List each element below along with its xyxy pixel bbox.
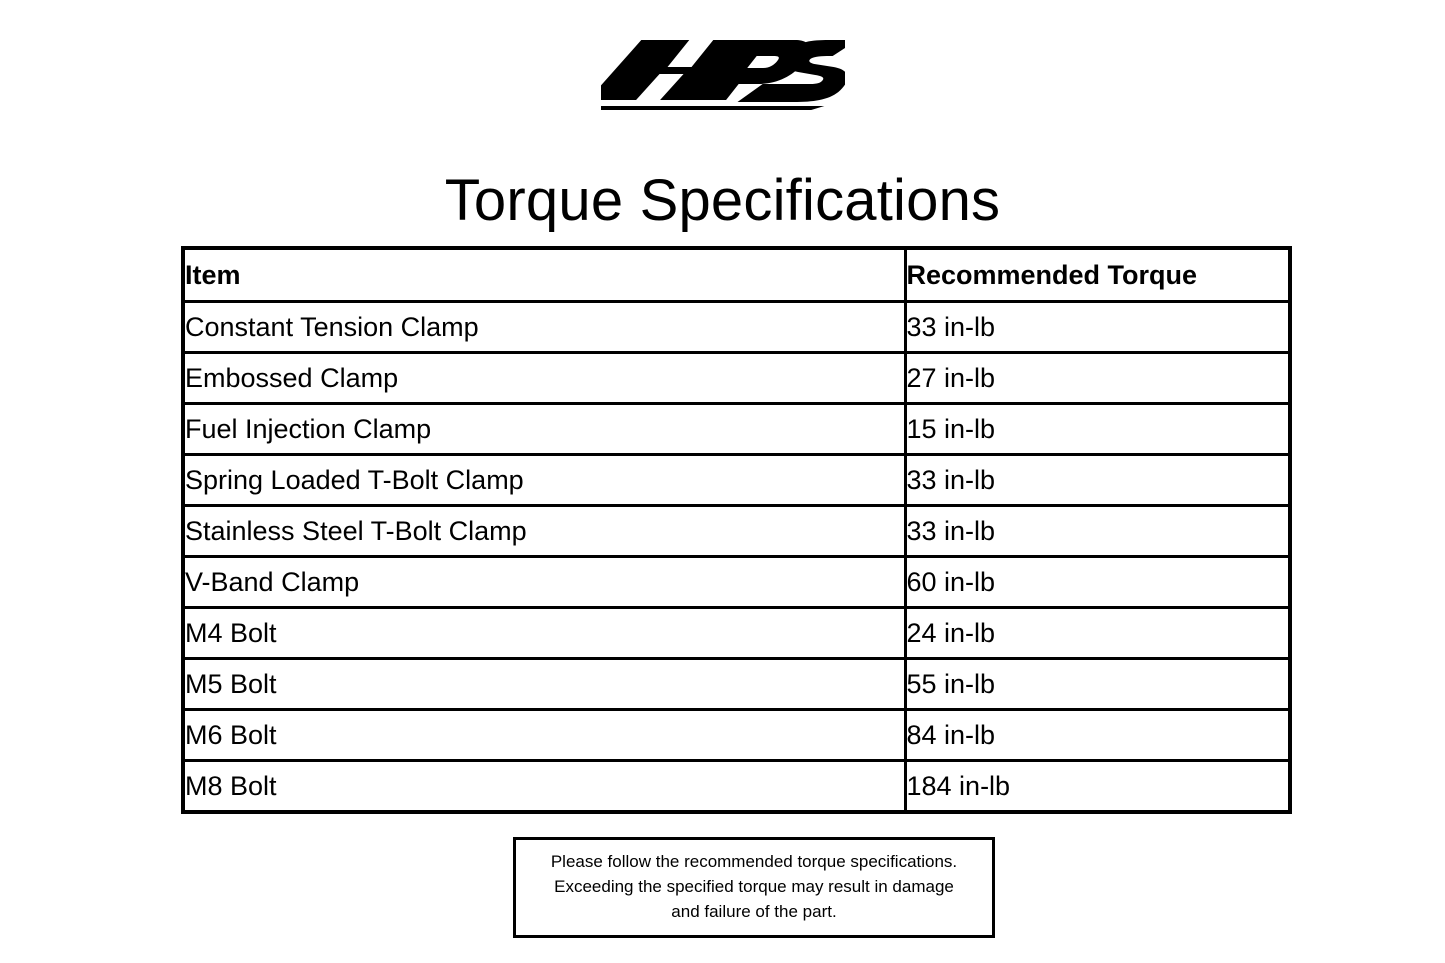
cell-torque: 184 in-lb xyxy=(903,759,1292,814)
table-header-row: Item Recommended Torque xyxy=(181,246,1292,303)
table-row: M8 Bolt 184 in-lb xyxy=(181,759,1292,814)
torque-specifications-table: Item Recommended Torque Constant Tension… xyxy=(181,246,1292,814)
cell-item: M4 Bolt xyxy=(181,606,907,660)
cell-item: V-Band Clamp xyxy=(181,555,907,609)
cell-torque: 27 in-lb xyxy=(903,351,1292,405)
table-row: M5 Bolt 55 in-lb xyxy=(181,657,1292,711)
table-row: Constant Tension Clamp 33 in-lb xyxy=(181,300,1292,354)
note-line: Exceeding the specified torque may resul… xyxy=(554,877,954,896)
table-body: Constant Tension Clamp 33 in-lb Embossed… xyxy=(181,300,1292,814)
brand-logo xyxy=(0,34,1445,114)
cell-torque: 33 in-lb xyxy=(903,453,1292,507)
table-row: Fuel Injection Clamp 15 in-lb xyxy=(181,402,1292,456)
cell-item: Constant Tension Clamp xyxy=(181,300,907,354)
hps-logo-icon xyxy=(600,34,845,110)
cell-item: Fuel Injection Clamp xyxy=(181,402,907,456)
cell-torque: 33 in-lb xyxy=(903,300,1292,354)
cell-torque: 15 in-lb xyxy=(903,402,1292,456)
note-line: Please follow the recommended torque spe… xyxy=(550,852,958,871)
table-row: Stainless Steel T-Bolt Clamp 33 in-lb xyxy=(181,504,1292,558)
cell-torque: 55 in-lb xyxy=(903,657,1292,711)
cell-torque: 24 in-lb xyxy=(903,606,1292,660)
note-line: and failure of the part. xyxy=(671,902,837,921)
cell-item: M8 Bolt xyxy=(181,759,907,814)
table-row: M4 Bolt 24 in-lb xyxy=(181,606,1292,660)
cell-item: Embossed Clamp xyxy=(181,351,907,405)
cell-item: M5 Bolt xyxy=(181,657,907,711)
cell-torque: 60 in-lb xyxy=(903,555,1292,609)
warning-note-box: Please follow the recommended torque spe… xyxy=(513,837,995,938)
table-row: Spring Loaded T-Bolt Clamp 33 in-lb xyxy=(181,453,1292,507)
table-row: M6 Bolt 84 in-lb xyxy=(181,708,1292,762)
column-header-item: Item xyxy=(181,246,907,303)
page-title: Torque Specifications xyxy=(444,167,1001,233)
torque-table-container: Item Recommended Torque Constant Tension… xyxy=(181,246,1292,814)
cell-item: Stainless Steel T-Bolt Clamp xyxy=(181,504,907,558)
cell-torque: 84 in-lb xyxy=(903,708,1292,762)
cell-item: Spring Loaded T-Bolt Clamp xyxy=(181,453,907,507)
cell-torque: 33 in-lb xyxy=(903,504,1292,558)
table-row: V-Band Clamp 60 in-lb xyxy=(181,555,1292,609)
column-header-recommended-torque: Recommended Torque xyxy=(903,246,1292,303)
cell-item: M6 Bolt xyxy=(181,708,907,762)
table-row: Embossed Clamp 27 in-lb xyxy=(181,351,1292,405)
